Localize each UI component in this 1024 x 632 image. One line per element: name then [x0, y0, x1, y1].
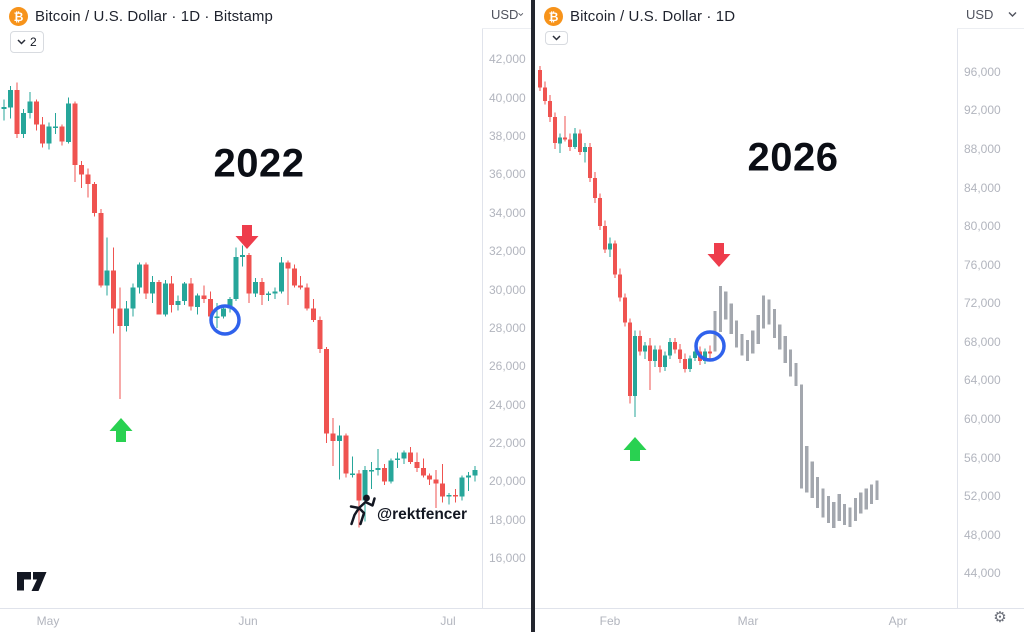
chevron-down-icon	[552, 35, 561, 41]
price-tick-label: 92,000	[964, 103, 1001, 117]
chart-panel-2022: USD ₿ Bitcoin / U.S. Dollar · 1D · Bitst…	[0, 0, 531, 632]
price-tick-label: 48,000	[964, 528, 1001, 542]
chart-plot-area-2026[interactable]	[535, 0, 1024, 632]
time-tick-label: May	[36, 614, 60, 628]
collapsed-count: 2	[30, 35, 37, 49]
highlight-circle[interactable]	[694, 330, 726, 362]
symbol-title[interactable]: Bitcoin / U.S. Dollar · 1D	[570, 8, 736, 25]
symbol-title[interactable]: Bitcoin / U.S. Dollar · 1D · Bitstamp	[35, 8, 273, 25]
chevron-down-icon	[17, 39, 26, 45]
price-tick-label: 16,000	[489, 551, 526, 565]
price-tick-label: 80,000	[964, 219, 1001, 233]
year-annotation-2022[interactable]: 2022	[213, 141, 305, 186]
price-tick-label: 40,000	[489, 91, 526, 105]
price-axis-separator	[482, 0, 483, 608]
price-axis-separator	[957, 0, 958, 608]
price-tick-label: 30,000	[489, 283, 526, 297]
price-tick-label: 96,000	[964, 65, 1001, 79]
time-tick-label: Jun	[238, 614, 258, 628]
gear-icon[interactable]: ⚙	[993, 609, 1007, 626]
indicators-collapse-button[interactable]	[545, 31, 568, 45]
chevron-down-icon	[1008, 11, 1017, 17]
tradingview-logo[interactable]	[16, 569, 52, 594]
watermark-text[interactable]: @rektfencer	[377, 506, 468, 523]
currency-label: USD	[491, 6, 519, 22]
chevron-down-icon	[518, 12, 524, 16]
currency-label: USD	[966, 6, 994, 22]
price-tick-label: 68,000	[964, 335, 1001, 349]
price-tick-label: 52,000	[964, 489, 1001, 503]
time-tick-label: Mar	[737, 614, 759, 628]
currency-selector[interactable]: USD	[957, 0, 1024, 29]
indicators-collapse-button[interactable]: 2	[10, 31, 44, 53]
price-tick-label: 76,000	[964, 258, 1001, 272]
price-tick-label: 32,000	[489, 244, 526, 258]
price-tick-label: 20,000	[489, 474, 526, 488]
price-tick-label: 26,000	[489, 359, 526, 373]
price-tick-label: 64,000	[964, 373, 1001, 387]
currency-selector[interactable]: USD	[482, 0, 531, 29]
symbol-header: ₿ Bitcoin / U.S. Dollar · 1D · Bitstamp	[9, 7, 273, 26]
price-tick-label: 56,000	[964, 451, 1001, 465]
green-up-arrow[interactable]	[623, 437, 647, 461]
price-tick-label: 72,000	[964, 296, 1001, 310]
year-annotation-2026[interactable]: 2026	[747, 135, 839, 180]
bitcoin-icon: ₿	[544, 7, 563, 26]
price-tick-label: 22,000	[489, 436, 526, 450]
price-tick-label: 42,000	[489, 52, 526, 66]
time-tick-label: Apr	[888, 614, 908, 628]
chart-panel-2026: USD ₿ Bitcoin / U.S. Dollar · 1D 2026 ⚙ …	[535, 0, 1024, 632]
red-down-arrow[interactable]	[707, 243, 731, 267]
green-up-arrow[interactable]	[109, 418, 133, 442]
bitcoin-icon: ₿	[9, 7, 28, 26]
highlight-circle[interactable]	[209, 304, 241, 336]
price-tick-label: 36,000	[489, 167, 526, 181]
symbol-header: ₿ Bitcoin / U.S. Dollar · 1D	[544, 7, 735, 26]
price-tick-label: 44,000	[964, 566, 1001, 580]
time-axis-separator	[0, 608, 531, 609]
time-axis-separator	[535, 608, 1024, 609]
price-tick-label: 34,000	[489, 206, 526, 220]
panel-divider	[531, 0, 535, 632]
price-tick-label: 24,000	[489, 398, 526, 412]
time-tick-label: Feb	[599, 614, 621, 628]
price-tick-label: 28,000	[489, 321, 526, 335]
price-tick-label: 84,000	[964, 181, 1001, 195]
price-tick-label: 18,000	[489, 513, 526, 527]
chart-plot-area-2022[interactable]	[0, 0, 531, 632]
time-tick-label: Jul	[440, 614, 456, 628]
red-down-arrow[interactable]	[235, 225, 259, 249]
price-tick-label: 60,000	[964, 412, 1001, 426]
price-tick-label: 88,000	[964, 142, 1001, 156]
price-tick-label: 38,000	[489, 129, 526, 143]
fencer-icon	[349, 494, 376, 526]
